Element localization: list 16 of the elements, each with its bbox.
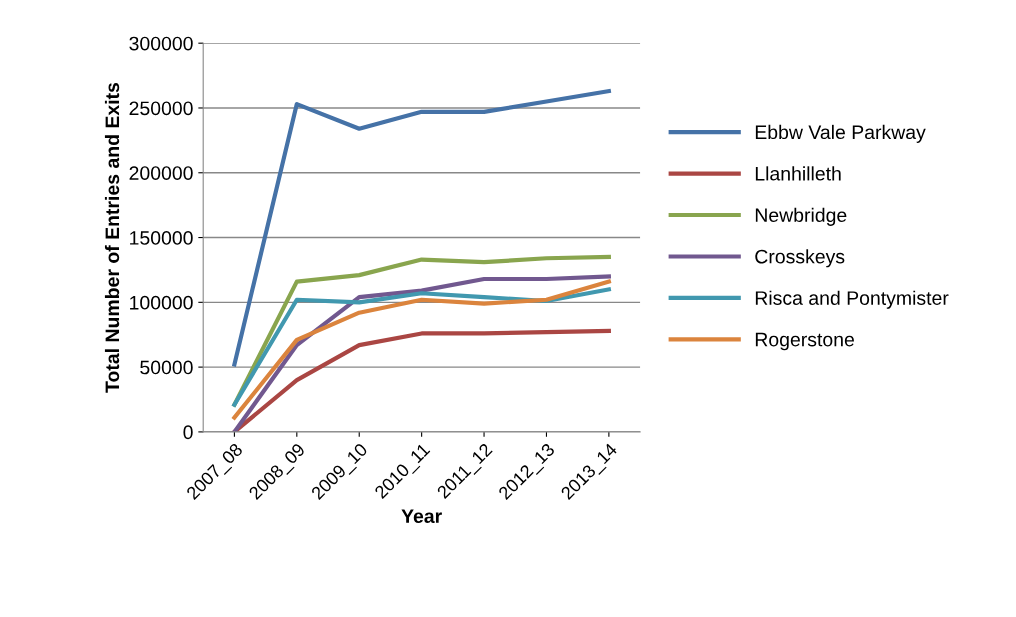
y-axis-title: Total Number of Entries and Exits <box>104 82 120 393</box>
y-tick-label: 300000 <box>129 36 193 51</box>
legend-label: Ebbw Vale Parkway <box>755 124 926 143</box>
legend-label: Crosskeys <box>755 249 845 268</box>
y-tick-label: 200000 <box>129 166 193 180</box>
line-series <box>232 89 611 367</box>
x-axis-title: Year <box>401 509 442 524</box>
legend-label: Risca and Pontymister <box>755 290 949 309</box>
y-tick-label: 50000 <box>140 360 193 375</box>
y-tick-label: 0 <box>183 425 193 440</box>
y-tick-label: 250000 <box>129 101 193 116</box>
legend-label: Llanhilleth <box>755 166 841 181</box>
y-tick-label: 150000 <box>130 231 193 245</box>
legend-label: Rogerstone <box>755 332 854 351</box>
y-tick-label: 100000 <box>130 295 193 310</box>
legend-label: Newbridge <box>755 207 847 226</box>
